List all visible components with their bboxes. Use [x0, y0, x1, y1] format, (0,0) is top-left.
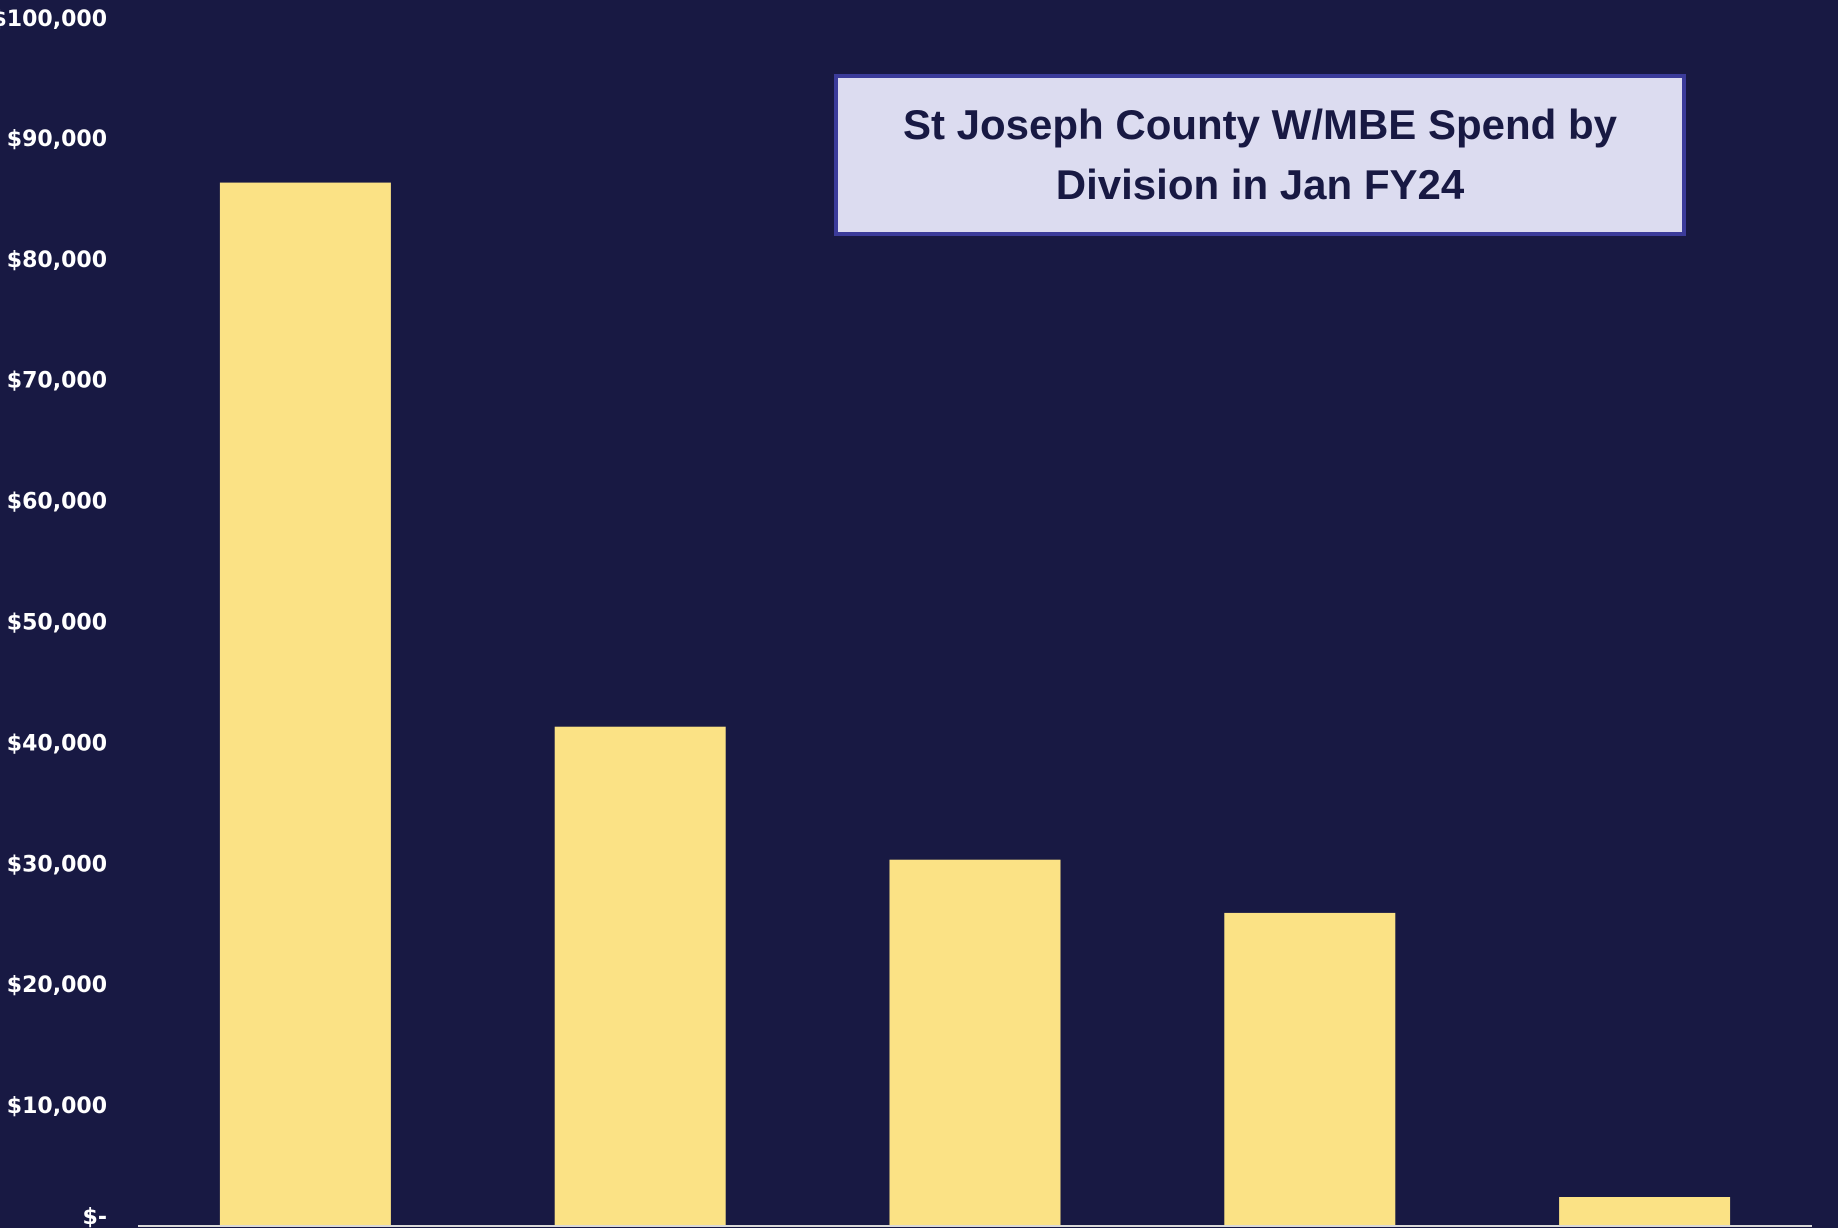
chart-title: St Joseph County W/MBE Spend by Division… [902, 101, 1618, 208]
y-tick-label: $40,000 [7, 731, 107, 756]
bar [889, 859, 1061, 1226]
bar [1224, 912, 1396, 1226]
y-tick-label: $30,000 [7, 852, 107, 877]
y-tick-label: $20,000 [7, 973, 107, 998]
y-tick-label: $90,000 [7, 127, 107, 152]
bar-series [219, 182, 1731, 1227]
chart-title-box: St Joseph County W/MBE Spend by Division… [834, 74, 1686, 236]
y-tick-label: $10,000 [7, 1094, 107, 1119]
bar [554, 726, 726, 1226]
y-axis-ticks: $- $10,000 $20,000 $30,000 $40,000 $50,000 $60… [0, 7, 107, 1228]
bar [1559, 1197, 1731, 1226]
y-tick-label: $80,000 [7, 248, 107, 273]
y-tick-label: $50,000 [7, 611, 107, 636]
y-tick-label: $70,000 [7, 369, 107, 394]
y-tick-label: $60,000 [7, 490, 107, 515]
y-tick-label: $- [83, 1205, 107, 1228]
y-tick-label: $100,000 [0, 7, 107, 32]
bar [219, 182, 391, 1227]
